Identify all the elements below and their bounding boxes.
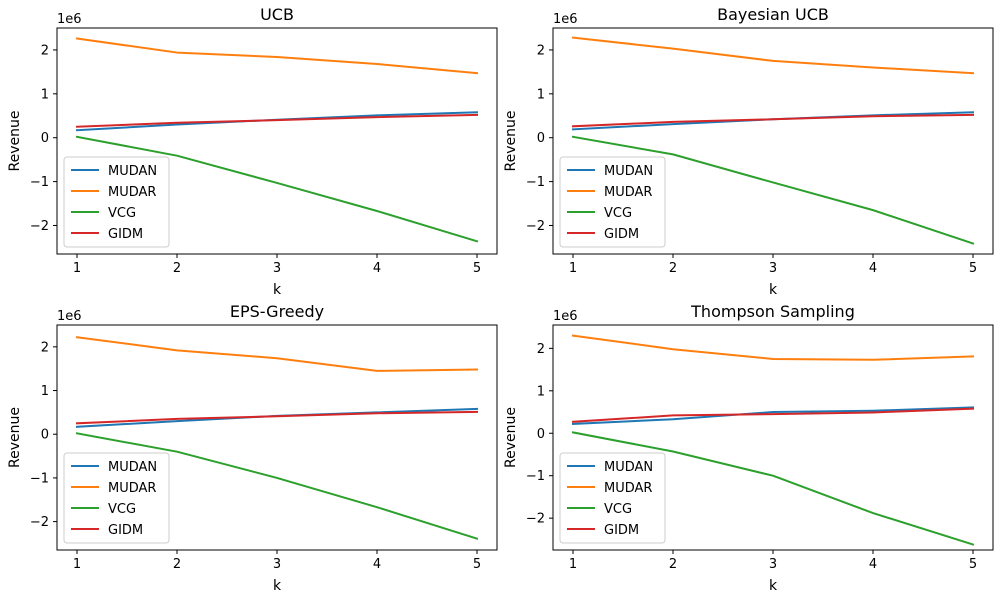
x-axis-label: k: [769, 578, 778, 594]
series-line-mudan: [571, 406, 975, 425]
y-tick-label: −1: [526, 175, 545, 190]
y-offset-text: 1e6: [57, 309, 82, 324]
legend-label: VCG: [604, 206, 632, 221]
legend-label: MUDAR: [604, 185, 652, 200]
y-tick-label: 0: [41, 428, 49, 443]
series-line-gidm: [75, 410, 479, 425]
subplot-title: Thompson Sampling: [690, 302, 855, 321]
series-line-gidm: [571, 113, 975, 128]
legend-box: [63, 156, 170, 248]
legend-label: MUDAR: [108, 185, 156, 200]
subplot-1: 1 2 3 4 5 −2 −1 0 1 2 1e6 UCB k Revenue MUDAN MUDAR VCG G…: [7, 5, 498, 298]
x-tick-label: 2: [669, 261, 677, 276]
x-tick-label: 1: [569, 557, 577, 572]
y-axis-label: Revenue: [7, 407, 23, 468]
series-line-mudar: [571, 334, 975, 361]
x-tick-label: 4: [373, 557, 381, 572]
x-tick-label: 3: [273, 261, 281, 276]
series-line-vcg: [571, 431, 975, 546]
x-tick-label: 5: [473, 261, 481, 276]
x-tick-label: 4: [869, 261, 877, 276]
x-axis-label: k: [769, 282, 778, 298]
x-tick-label: 1: [569, 261, 577, 276]
y-tick-label: 2: [41, 340, 49, 355]
y-axis-label: Revenue: [503, 407, 519, 468]
legend-box: [559, 452, 666, 544]
subplot-title: Bayesian UCB: [717, 5, 829, 24]
subplot-2: 1 2 3 4 5 −2 −1 0 1 2 1e6 Bayesian UCB k Revenue MUDAN…: [503, 5, 994, 298]
x-tick-label: 5: [969, 261, 977, 276]
series-line-vcg: [75, 432, 479, 540]
series-line-gidm: [75, 113, 479, 128]
legend-label: GIDM: [604, 523, 639, 538]
y-tick-label: −1: [30, 175, 49, 190]
subplot-4: 1 2 3 4 5 −2 −1 0 1 2 1e6 Thompson Sampling k Revenue…: [503, 302, 994, 594]
x-axis-label: k: [273, 282, 282, 298]
x-tick-label: 3: [273, 557, 281, 572]
legend-label: MUDAN: [604, 460, 653, 475]
x-tick-label: 2: [173, 261, 181, 276]
x-tick-label: 5: [969, 557, 977, 572]
series-line-mudan: [75, 407, 479, 428]
series-line-mudar: [571, 36, 975, 75]
y-tick-label: 1: [537, 384, 545, 399]
y-tick-label: 1: [537, 87, 545, 102]
x-axis-label: k: [273, 578, 282, 594]
series-line-vcg: [75, 135, 479, 243]
x-tick-label: 1: [73, 261, 81, 276]
series-line-mudar: [75, 37, 479, 75]
series-line-gidm: [571, 407, 975, 423]
legend-label: MUDAN: [604, 164, 653, 179]
y-tick-label: −2: [526, 512, 545, 527]
legend-label: MUDAR: [604, 481, 652, 496]
legend-label: GIDM: [108, 227, 143, 242]
subplot-title: UCB: [260, 5, 294, 24]
y-tick-label: 1: [41, 384, 49, 399]
legend-label: MUDAR: [108, 481, 156, 496]
legend-label: VCG: [108, 502, 136, 517]
x-tick-label: 1: [73, 557, 81, 572]
y-offset-text: 1e6: [57, 12, 82, 27]
y-tick-label: 2: [537, 342, 545, 357]
y-axis-label: Revenue: [7, 111, 23, 172]
legend-label: VCG: [108, 206, 136, 221]
legend-label: MUDAN: [108, 164, 157, 179]
series-line-mudar: [75, 336, 479, 372]
y-axis-label: Revenue: [503, 111, 519, 172]
subplot-title: EPS-Greedy: [230, 302, 324, 321]
legend-box: [63, 452, 170, 544]
x-tick-label: 4: [373, 261, 381, 276]
y-offset-text: 1e6: [553, 12, 578, 27]
x-tick-label: 4: [869, 557, 877, 572]
y-tick-label: 2: [537, 43, 545, 58]
x-tick-label: 3: [769, 557, 777, 572]
y-tick-label: −1: [526, 469, 545, 484]
y-tick-label: −2: [30, 219, 49, 234]
y-tick-label: 1: [41, 87, 49, 102]
y-tick-label: 2: [41, 43, 49, 58]
series-line-vcg: [571, 135, 975, 245]
y-tick-label: −2: [30, 515, 49, 530]
x-tick-label: 2: [173, 557, 181, 572]
legend-label: GIDM: [604, 227, 639, 242]
x-tick-label: 2: [669, 557, 677, 572]
y-tick-label: −2: [526, 219, 545, 234]
y-offset-text: 1e6: [553, 309, 578, 324]
legend-label: VCG: [604, 502, 632, 517]
y-tick-label: −1: [30, 471, 49, 486]
legend-label: GIDM: [108, 523, 143, 538]
y-tick-label: 0: [537, 427, 545, 442]
series-line-mudan: [75, 111, 479, 132]
x-tick-label: 3: [769, 261, 777, 276]
y-tick-label: 0: [537, 131, 545, 146]
subplot-3: 1 2 3 4 5 −2 −1 0 1 2 1e6 EPS-Greedy k Revenue MUDAN MU…: [7, 302, 498, 594]
y-tick-label: 0: [41, 131, 49, 146]
x-tick-label: 5: [473, 557, 481, 572]
legend-box: [559, 156, 666, 248]
legend-label: MUDAN: [108, 460, 157, 475]
